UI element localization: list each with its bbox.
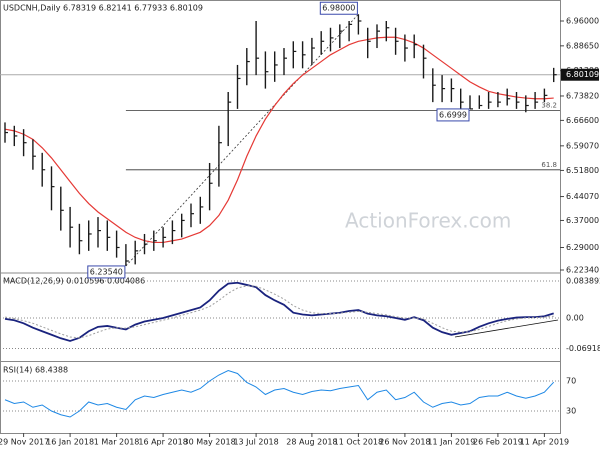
x-tick-label: 11 Jan 2019: [427, 438, 475, 447]
y-tick-label: 6.66600: [566, 116, 599, 125]
indicator-line: [4, 281, 554, 342]
x-tick-label: 28 Aug 2018: [286, 438, 337, 447]
x-tick-label: 16 Jan 2018: [46, 438, 94, 447]
frame: [0, 0, 561, 434]
y-tick-label: 6.96000: [566, 16, 599, 25]
y-tick-label: 6.29000: [566, 243, 599, 252]
fib-label: 38.2: [541, 101, 557, 109]
annotation-label: 6.6999: [439, 110, 467, 119]
watermark: ActionForex.com: [345, 209, 511, 233]
y-tick-label: 6.37000: [566, 216, 599, 225]
y-tick-label: 70: [566, 377, 576, 386]
macd-title: MACD(12,26,9) 0.010596 0.004086: [3, 277, 145, 286]
y-tick-label: 6.44070: [566, 192, 599, 201]
label-box: [436, 108, 470, 122]
y-tick-label: 6.51800: [566, 166, 599, 175]
y-tick-label: 0.00: [566, 314, 584, 323]
label-box: [319, 1, 358, 15]
indicator-line: [4, 369, 555, 418]
y-tick-label: 30: [566, 407, 576, 416]
annotation-label: 6.98000: [322, 4, 355, 13]
x-tick-label: 29 Nov 2017: [0, 438, 49, 447]
y-tick-label: 6.22340: [566, 266, 599, 275]
macd-trendline: [454, 319, 559, 338]
y-tick-label: 6.73820: [566, 91, 599, 100]
indicator-line: [4, 285, 554, 339]
x-tick-label: 11 Apr 2019: [520, 438, 569, 447]
x-tick-label: 26 Feb 2019: [473, 438, 523, 447]
x-tick-label: 11 Oct 2018: [334, 438, 383, 447]
x-tick-label: 26 Nov 2018: [379, 438, 430, 447]
y-tick-label: -0.069189: [566, 344, 600, 353]
y-tick-label: 0.083892: [566, 277, 600, 286]
x-tick-label: 1 Mar 2018: [94, 438, 140, 447]
fib-label: 61.8: [541, 161, 557, 169]
trendline: [125, 13, 359, 267]
y-tick-label: 6.59070: [566, 141, 599, 150]
moving-average: [4, 36, 554, 244]
annotation-label: 6.23540: [90, 267, 123, 276]
last-price-box: [561, 68, 599, 81]
y-tick-label: 6.88650: [566, 41, 599, 50]
label-box: [87, 265, 126, 279]
x-tick-label: 13 Jul 2018: [233, 438, 278, 447]
rsi-title: RSI(14) 68.4388: [3, 366, 68, 375]
x-tick-label: 30 May 2018: [184, 438, 236, 447]
x-tick-label: 16 Apr 2018: [138, 438, 187, 447]
last-price-label: 6.80109: [566, 70, 599, 79]
chart-title: USDCNH,Daily 6.78319 6.82141 6.77933 6.8…: [3, 4, 203, 13]
